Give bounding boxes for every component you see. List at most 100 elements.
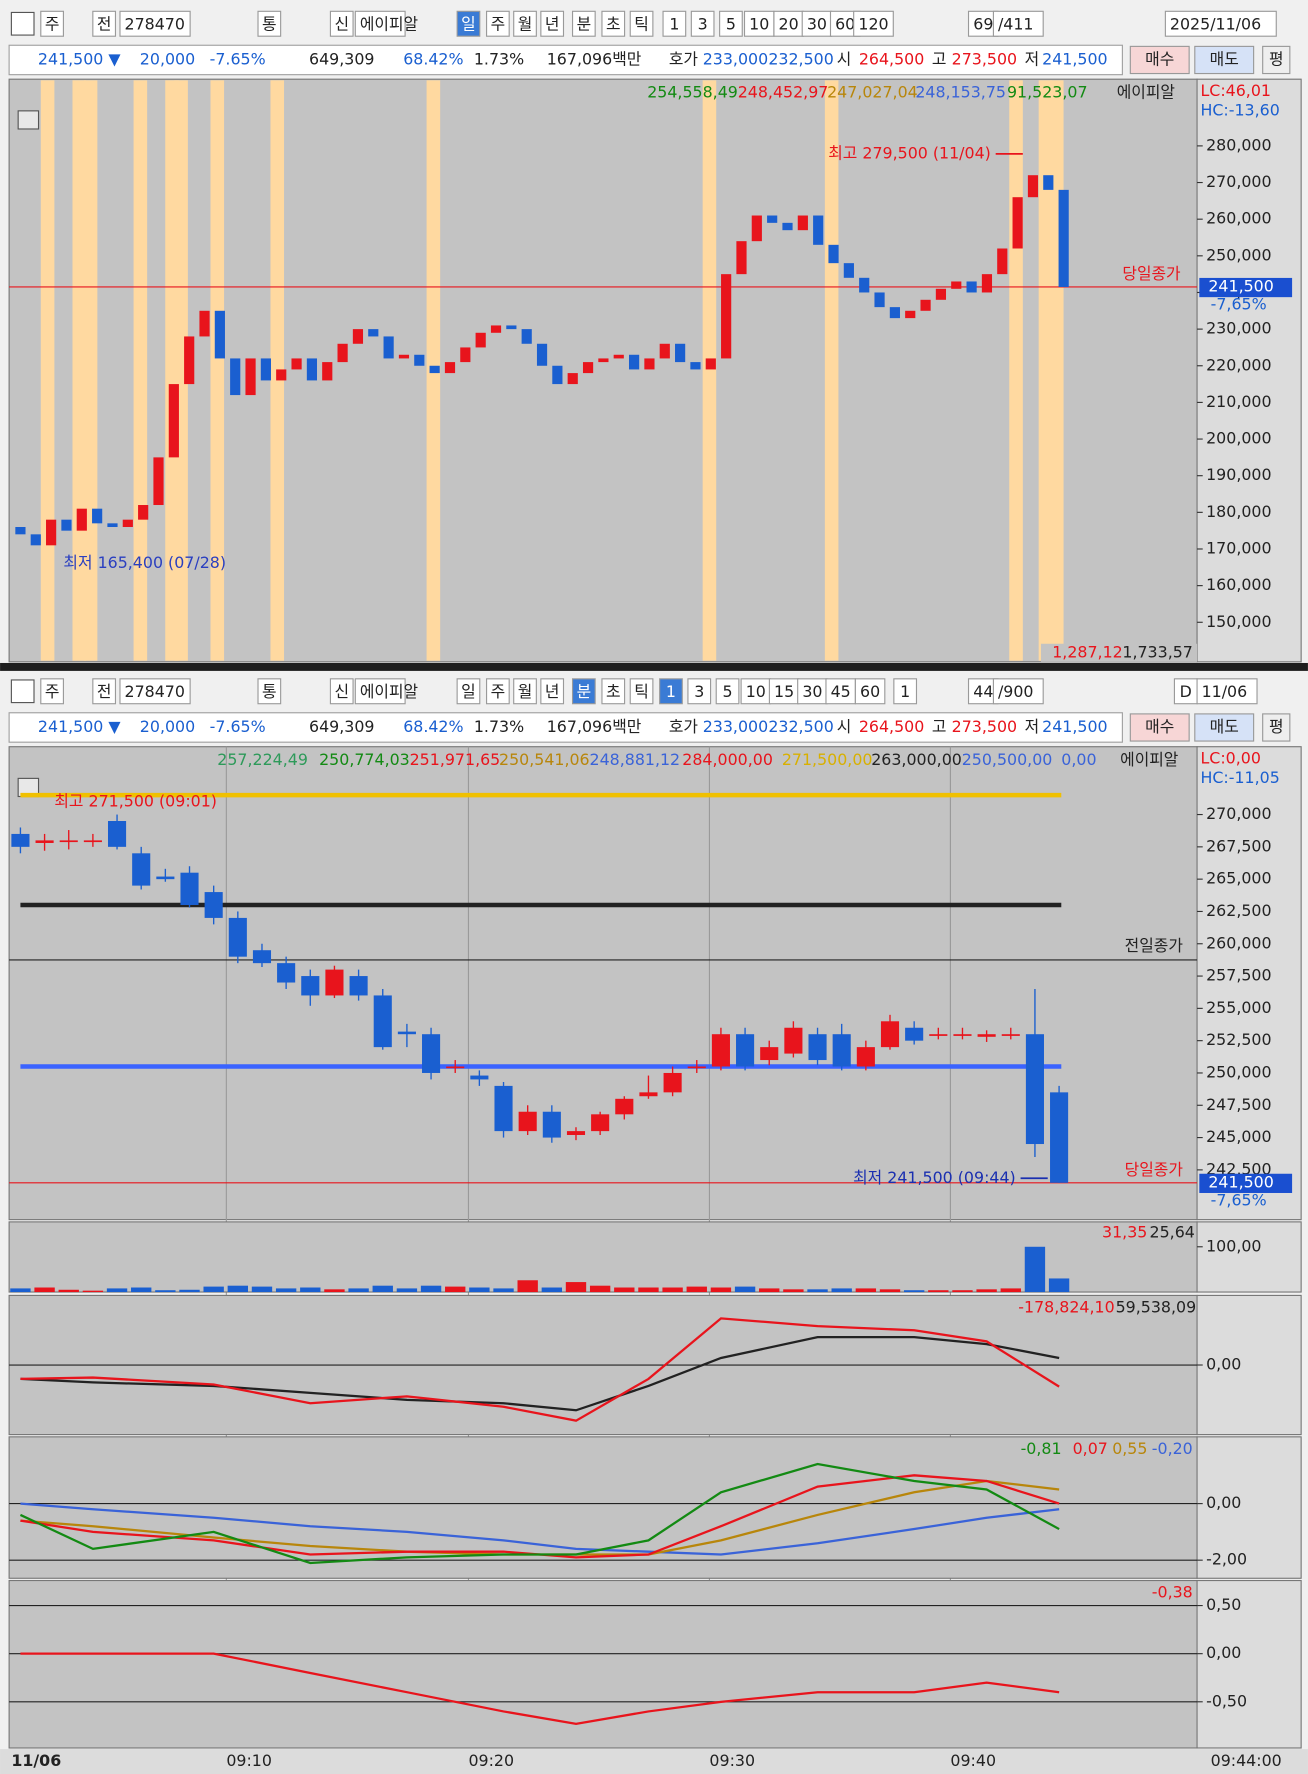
order-button[interactable] bbox=[1194, 45, 1255, 75]
toolbar-button[interactable] bbox=[92, 678, 117, 705]
order-label[interactable]: 매수 bbox=[1145, 49, 1174, 68]
toolbar-label[interactable]: 일 bbox=[461, 682, 476, 701]
toolbar-button[interactable] bbox=[992, 10, 1044, 37]
toolbar-label[interactable]: 30 bbox=[807, 14, 827, 33]
toolbar-label[interactable]: 주 bbox=[491, 682, 506, 701]
toolbar-button[interactable] bbox=[571, 10, 596, 37]
order-button[interactable] bbox=[1262, 713, 1291, 742]
toolbar-button[interactable] bbox=[329, 10, 354, 37]
toolbar-button[interactable] bbox=[1164, 10, 1277, 37]
toolbar-button[interactable] bbox=[540, 10, 565, 37]
toolbar-button[interactable] bbox=[540, 678, 565, 705]
toolbar-label[interactable]: 초 bbox=[606, 682, 621, 701]
menu-icon[interactable] bbox=[10, 679, 35, 704]
toolbar-label[interactable]: 45 bbox=[831, 682, 851, 701]
toolbar-button[interactable] bbox=[773, 10, 804, 37]
toolbar-label[interactable]: 5 bbox=[723, 682, 733, 701]
toolbar-label[interactable]: 신 bbox=[334, 682, 349, 701]
toolbar-label[interactable]: 278470 bbox=[125, 14, 185, 33]
toolbar-button[interactable] bbox=[893, 678, 918, 705]
toolbar-button[interactable] bbox=[40, 678, 64, 705]
toolbar-label[interactable]: 전 bbox=[97, 14, 112, 33]
toolbar-button[interactable] bbox=[513, 10, 537, 37]
toolbar-label[interactable]: 전 bbox=[97, 682, 112, 701]
toolbar-label[interactable]: 주 bbox=[491, 14, 506, 33]
toolbar-button[interactable] bbox=[456, 678, 481, 705]
order-button[interactable] bbox=[1129, 45, 1190, 75]
toolbar-button[interactable] bbox=[662, 10, 687, 37]
toolbar-button[interactable] bbox=[513, 678, 537, 705]
toolbar-label[interactable]: 에이피알 bbox=[360, 682, 418, 701]
toolbar-label[interactable]: 초 bbox=[606, 14, 621, 33]
toolbar-label[interactable]: 주 bbox=[45, 14, 60, 33]
toolbar-label[interactable]: 15 bbox=[774, 682, 794, 701]
toolbar-label[interactable]: 44 bbox=[973, 682, 993, 701]
toolbar-label[interactable]: 60 bbox=[835, 14, 855, 33]
order-button[interactable] bbox=[1262, 45, 1291, 75]
toolbar-label[interactable]: 30 bbox=[802, 682, 822, 701]
toolbar-label[interactable]: 69 bbox=[973, 14, 993, 33]
toolbar-label[interactable]: 1 bbox=[669, 14, 679, 33]
toolbar-button[interactable] bbox=[456, 10, 481, 37]
toolbar-button[interactable] bbox=[797, 678, 828, 705]
toolbar-button[interactable] bbox=[571, 678, 596, 705]
toolbar-label[interactable]: 3 bbox=[698, 14, 708, 33]
toolbar-label[interactable]: 5 bbox=[726, 14, 736, 33]
toolbar-label[interactable]: 분 bbox=[577, 14, 592, 33]
toolbar-label[interactable]: 신 bbox=[334, 14, 349, 33]
toolbar-button[interactable] bbox=[687, 678, 712, 705]
grid-toggle[interactable] bbox=[17, 110, 40, 130]
toolbar-button[interactable] bbox=[485, 678, 510, 705]
toolbar-button[interactable] bbox=[719, 10, 743, 37]
toolbar-button[interactable] bbox=[992, 678, 1044, 705]
toolbar-button[interactable] bbox=[257, 10, 282, 37]
toolbar-button[interactable] bbox=[853, 10, 894, 37]
toolbar-button[interactable] bbox=[743, 10, 775, 37]
toolbar-label[interactable]: 월 bbox=[518, 14, 533, 33]
toolbar-button[interactable] bbox=[854, 678, 886, 705]
order-button[interactable] bbox=[1129, 713, 1190, 742]
toolbar-label[interactable]: 통 bbox=[262, 14, 277, 33]
toolbar-button[interactable] bbox=[601, 10, 626, 37]
order-button[interactable] bbox=[1194, 713, 1255, 742]
toolbar-label[interactable]: 20 bbox=[779, 14, 799, 33]
toolbar-button[interactable] bbox=[257, 678, 282, 705]
toolbar-button[interactable] bbox=[825, 678, 856, 705]
toolbar-label[interactable]: 통 bbox=[262, 682, 277, 701]
toolbar-button[interactable] bbox=[629, 10, 654, 37]
toolbar-button[interactable] bbox=[40, 10, 64, 37]
toolbar-label[interactable]: D bbox=[1180, 682, 1192, 701]
toolbar-button[interactable] bbox=[1196, 678, 1258, 705]
toolbar-button[interactable] bbox=[768, 678, 800, 705]
toolbar-button[interactable] bbox=[119, 10, 191, 37]
toolbar-label[interactable]: 에이피알 bbox=[360, 14, 418, 33]
toolbar-button[interactable] bbox=[329, 678, 354, 705]
toolbar-label[interactable]: 60 bbox=[860, 682, 880, 701]
toolbar-label[interactable]: 틱 bbox=[634, 14, 649, 33]
toolbar-label[interactable]: 월 bbox=[518, 682, 533, 701]
toolbar-label[interactable]: /900 bbox=[998, 682, 1034, 701]
toolbar-label[interactable]: 11/06 bbox=[1202, 682, 1248, 701]
toolbar-button[interactable] bbox=[485, 10, 510, 37]
toolbar-label[interactable]: 2025/11/06 bbox=[1170, 14, 1261, 33]
toolbar-button[interactable] bbox=[659, 678, 683, 705]
order-label[interactable]: 매수 bbox=[1145, 717, 1174, 736]
toolbar-label[interactable]: 1 bbox=[900, 682, 910, 701]
toolbar-label[interactable]: 틱 bbox=[634, 682, 649, 701]
toolbar-button[interactable] bbox=[690, 10, 715, 37]
toolbar-button[interactable] bbox=[354, 678, 406, 705]
toolbar-button[interactable] bbox=[92, 10, 117, 37]
toolbar-label[interactable]: 10 bbox=[746, 682, 766, 701]
toolbar-label[interactable]: 일 bbox=[461, 14, 476, 33]
toolbar-button[interactable] bbox=[801, 10, 833, 37]
order-label[interactable]: 매도 bbox=[1210, 49, 1239, 68]
order-label[interactable]: 평 bbox=[1269, 717, 1284, 736]
toolbar-label[interactable]: 주 bbox=[45, 682, 60, 701]
toolbar-label[interactable]: 1 bbox=[666, 682, 676, 701]
toolbar-label[interactable]: 278470 bbox=[125, 682, 185, 701]
toolbar-button[interactable] bbox=[119, 678, 191, 705]
menu-icon[interactable] bbox=[10, 11, 35, 36]
toolbar-label[interactable]: 3 bbox=[694, 682, 704, 701]
toolbar-label[interactable]: 분 bbox=[577, 682, 592, 701]
toolbar-button[interactable] bbox=[629, 678, 654, 705]
